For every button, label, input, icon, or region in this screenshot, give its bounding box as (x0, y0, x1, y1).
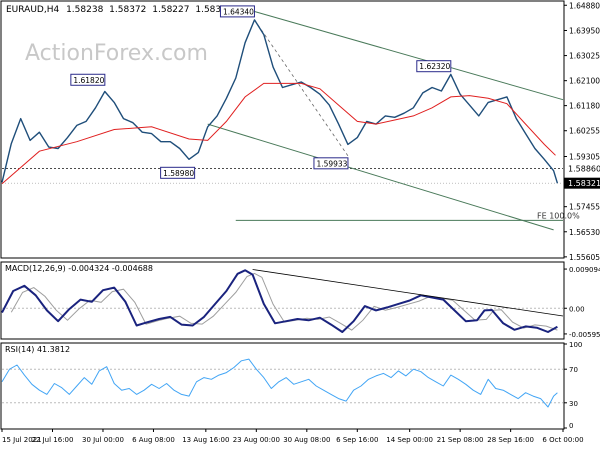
price-y-ticks: 1.64880 1.63950 1.63025 1.62100 1.61180 1.602… (564, 1, 600, 262)
level-tag-text: 1.58860 (568, 165, 600, 174)
x-tick-label: 21 Sep 08:00 (437, 436, 484, 444)
macd-y-ticks: 0.009094 0.00 -0.005956 (564, 266, 600, 339)
level-tag: 1.58860 (568, 165, 600, 174)
last-price-tag: 1.58321 (564, 177, 600, 189)
x-tick-label: 6 Oct 00:00 (542, 436, 583, 444)
rsi-line (1, 358, 558, 408)
rsi-panel-title: RSI(14) 41.3812 (5, 345, 70, 354)
rsi-y-tick-label: 100 (569, 341, 582, 349)
x-tick-label: 15 Jul 2021 (2, 436, 42, 444)
x-tick-label: 23 Aug 00:00 (233, 436, 280, 444)
fe-label-text: FE 100.0% (537, 211, 580, 220)
price-label-box (313, 157, 349, 170)
macd-trendline (252, 269, 564, 317)
price-y-tick-label: 1.63950 (569, 26, 600, 35)
macd-y-tick-label: -0.005956 (569, 331, 600, 339)
price-drawings (2, 11, 564, 231)
x-tick-label: 13 Aug 16:00 (182, 436, 229, 444)
price-y-tick-label: 1.55605 (569, 253, 600, 262)
price-label-box (416, 60, 452, 73)
price-label-text: 1.61820 (73, 76, 104, 85)
x-tick-label: 6 Sep 16:00 (336, 436, 378, 444)
price-panel: EURAUD,H4 1.58238 1.58372 1.58227 1.5832… (0, 0, 600, 262)
macd-panel-title: MACD(12,26,9) -0.004324 -0.004688 (5, 264, 153, 273)
macd-y-tick-label: 0.00 (569, 305, 585, 313)
price-series-line (1, 19, 559, 184)
x-tick-label: 22 Jul 16:00 (31, 436, 73, 444)
price-labels: 1.64340 1.61820 1.58980 1.59933 1.62320 (70, 5, 452, 179)
projection-leg-line (254, 19, 349, 157)
price-y-tick-label: 1.56530 (569, 228, 600, 237)
price-y-tick-label: 1.64880 (569, 1, 600, 10)
last-price-tag-box (564, 177, 600, 189)
rsi-y-tick-label: 0 (569, 422, 573, 430)
last-price-tag-text: 1.58321 (568, 179, 600, 188)
price-label-text: 1.64340 (223, 7, 254, 16)
price-label-box (70, 73, 106, 86)
x-tick-label: 30 Jul 00:00 (82, 436, 124, 444)
price-lines (1, 19, 559, 185)
watermark: ActionForex.com (25, 41, 208, 66)
macd-line (1, 269, 558, 333)
x-tick-label: 30 Aug 08:00 (283, 436, 330, 444)
rsi-panel-frame (0, 342, 565, 430)
price-y-tick-label: 1.62100 (569, 77, 600, 86)
price-label-box (160, 166, 196, 179)
rsi-y-ticks: 100 70 30 0 (564, 341, 582, 430)
price-label-text: 1.59933 (316, 159, 347, 168)
price-label-text: 1.62320 (419, 62, 450, 71)
price-y-tick-label: 1.63025 (569, 52, 600, 61)
macd-lines (1, 269, 564, 333)
price-y-tick-label: 1.57455 (569, 203, 600, 212)
macd-y-tick-label: 0.009094 (569, 266, 600, 274)
price-y-tick-label: 1.59305 (569, 152, 600, 161)
rsi-y-tick-label: 70 (569, 366, 578, 374)
rsi-panel: RSI(14) 41.3812 100 70 30 0 (0, 341, 582, 430)
price-label-text: 1.58980 (163, 169, 194, 178)
channel-upper-line (254, 11, 564, 101)
x-tick-label: 14 Sep 00:00 (386, 436, 433, 444)
price-label-box (219, 5, 255, 18)
x-tick-label: 6 Aug 08:00 (132, 436, 175, 444)
x-tick-label: 28 Sep 16:00 (487, 436, 534, 444)
channel-lower-line (207, 123, 554, 231)
fe-label: FE 100.0% (537, 211, 580, 220)
moving-average-line (1, 82, 556, 185)
rsi-lines (1, 358, 563, 408)
macd-panel: MACD(12,26,9) -0.004324 -0.004688 0.0090… (0, 261, 600, 340)
macd-panel-frame (0, 261, 565, 340)
price-panel-frame (0, 0, 565, 259)
price-y-tick-label: 1.61180 (569, 102, 600, 111)
price-y-tick-label: 1.60255 (569, 127, 600, 136)
rsi-y-tick-label: 30 (569, 400, 578, 408)
price-panel-title: EURAUD,H4 1.58238 1.58372 1.58227 1.5832… (6, 5, 233, 15)
